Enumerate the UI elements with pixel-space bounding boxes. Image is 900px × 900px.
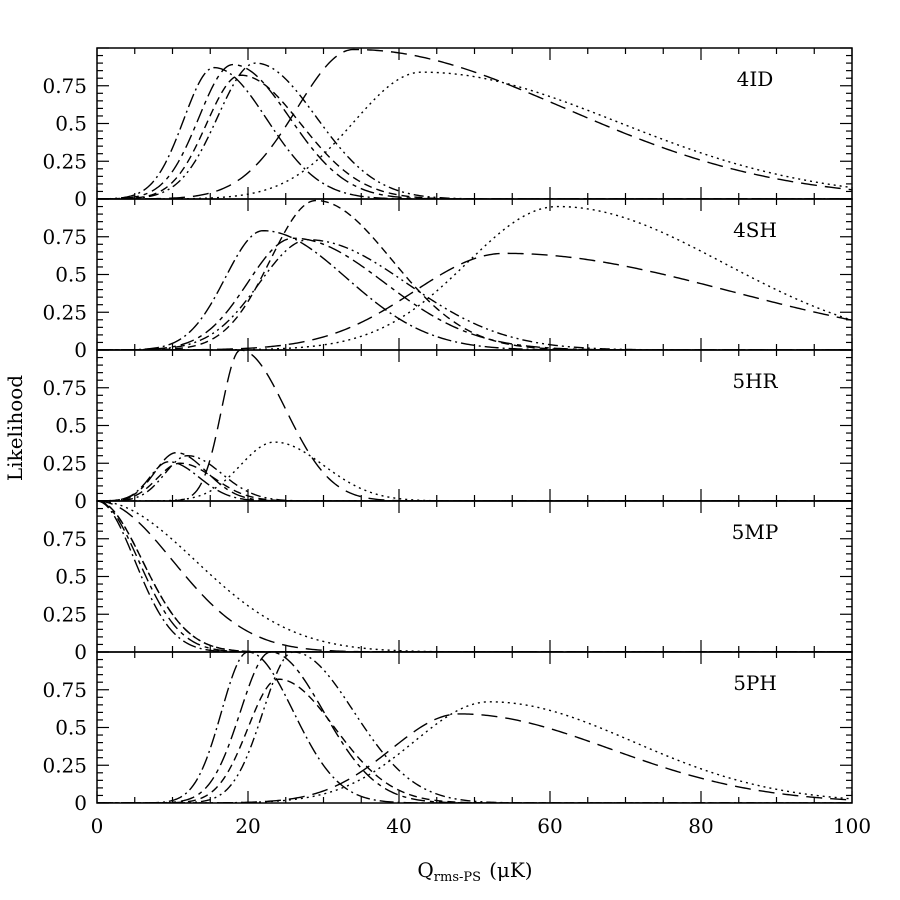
panel-4id: 0 0.25 0.5 0.75 4ID (42, 47, 853, 211)
y-tick-label: 0.25 (42, 451, 87, 475)
series-curve-2 (97, 500, 852, 652)
panel-5ph: 0 0.25 0.5 0.75 5PH (42, 651, 853, 815)
x-axis-title-unit: (μK) (489, 858, 533, 882)
x-axis-title-sub: rms-PS (434, 870, 481, 885)
curves (97, 500, 852, 652)
x-tick-label: 80 (688, 814, 713, 838)
series-curve-1 (97, 461, 852, 501)
y-tick-label: 0 (74, 338, 87, 362)
series-curve-5 (97, 252, 852, 350)
series-curve-6 (97, 441, 852, 501)
series-curve-5 (97, 349, 852, 501)
y-tick-label: 0.25 (42, 149, 87, 173)
series-curve-6 (97, 205, 852, 350)
panel-label: 4SH (733, 218, 777, 242)
series-curve-5 (97, 48, 852, 199)
y-tick-label: 0 (74, 187, 87, 211)
series-curve-3 (97, 462, 852, 501)
y-tick-label: 0 (74, 791, 87, 815)
x-tick-label: 100 (833, 814, 871, 838)
y-tick-label: 0.25 (42, 300, 87, 324)
y-tick-label: 0.75 (42, 74, 87, 98)
series-curve-6 (97, 701, 852, 803)
series-curve-5 (97, 500, 852, 652)
panel-label: 5PH (733, 671, 777, 695)
y-tick-label: 0.5 (55, 565, 87, 589)
curves (97, 199, 852, 350)
x-tick-label: 20 (235, 814, 260, 838)
series-curve-3 (97, 678, 852, 803)
panel-label: 4ID (737, 67, 774, 91)
series-curve-4 (97, 239, 852, 350)
curves (97, 651, 852, 803)
y-tick-label: 0 (74, 489, 87, 513)
series-curve-2 (97, 451, 852, 501)
panel-5mp: 0 0.25 0.5 0.75 5MP (42, 500, 853, 664)
series-curve-1 (97, 230, 852, 350)
panels-group: 0 0.25 0.5 0.75 4ID 0 0.25 0.5 0.75 4SH 0 0.25 0.5 0.… (42, 47, 853, 815)
series-curve-5 (97, 713, 852, 803)
y-tick-label: 0.75 (42, 376, 87, 400)
y-tick-label: 0.5 (55, 414, 87, 438)
series-curve-4 (97, 651, 852, 803)
y-tick-label: 0.75 (42, 527, 87, 551)
y-tick-label: 0.5 (55, 716, 87, 740)
curves (97, 349, 852, 501)
panel-label: 5HR (732, 369, 778, 393)
y-tick-label: 0.5 (55, 112, 87, 136)
y-tick-label: 0 (74, 640, 87, 664)
y-axis-title: Likelihood (3, 375, 27, 481)
x-tick-label: 0 (91, 814, 104, 838)
y-tick-label: 0.75 (42, 678, 87, 702)
y-tick-label: 0.75 (42, 225, 87, 249)
series-curve-6 (97, 71, 852, 199)
panel-label: 5MP (732, 520, 779, 544)
series-curve-2 (97, 237, 852, 350)
x-axis-title-main: Q (417, 858, 433, 882)
series-curve-4 (97, 454, 852, 501)
x-axis-title: Qrms-PS (μK) (417, 858, 532, 885)
x-tick-label: 60 (537, 814, 562, 838)
x-tick-labels: 0 20 40 60 80 100 (91, 814, 871, 838)
series-curve-3 (97, 500, 852, 652)
y-tick-label: 0.5 (55, 263, 87, 287)
series-curve-3 (97, 74, 852, 199)
y-tick-label: 0.25 (42, 602, 87, 626)
x-tick-label: 40 (386, 814, 411, 838)
panel-4sh: 0 0.25 0.5 0.75 4SH (42, 198, 853, 362)
panel-5hr: 0 0.25 0.5 0.75 5HR (42, 349, 853, 513)
y-tick-label: 0.25 (42, 753, 87, 777)
